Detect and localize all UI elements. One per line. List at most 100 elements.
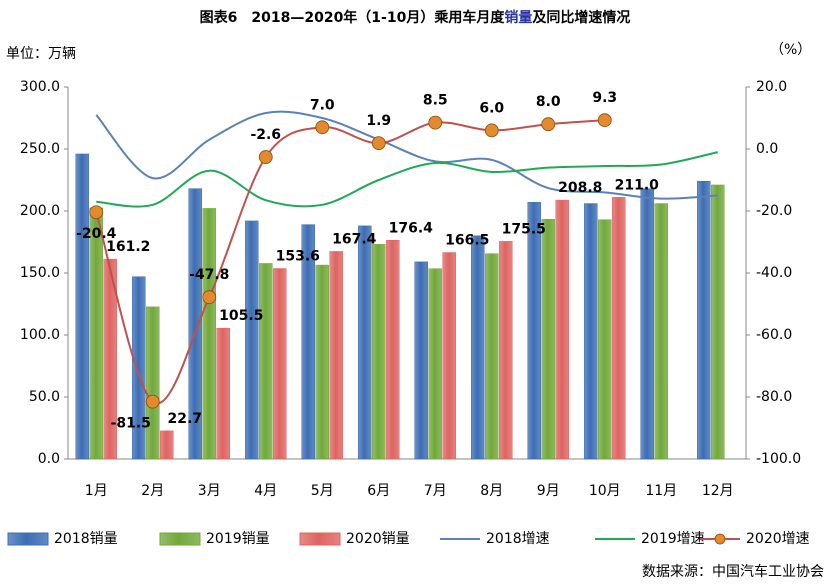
line-value-label: 1.9	[366, 113, 391, 129]
y2-tick-label: -100.0	[756, 451, 801, 467]
marker	[202, 290, 217, 305]
bar	[358, 225, 372, 460]
bar	[541, 219, 555, 460]
marker	[484, 123, 499, 138]
line-value-label: 7.0	[310, 97, 335, 113]
bar-value-label: 208.8	[558, 180, 602, 196]
bar	[654, 203, 668, 460]
bar	[612, 197, 626, 460]
x-tick-label: 1月	[85, 483, 108, 499]
bar	[386, 240, 400, 460]
x-tick-label: 7月	[424, 483, 447, 499]
y2-tick-label: 20.0	[756, 79, 787, 95]
bar	[555, 199, 569, 460]
x-tick-label: 11月	[645, 483, 677, 499]
x-tick-label: 10月	[589, 483, 621, 499]
x-tick-label: 8月	[480, 483, 503, 499]
bar	[485, 253, 499, 460]
bar-value-label: 22.7	[167, 411, 202, 427]
y2-tick-label: 0.0	[756, 141, 778, 157]
bar	[216, 327, 230, 460]
x-tick-label: 5月	[311, 483, 334, 499]
bar-value-label: 211.0	[615, 177, 660, 193]
bar	[499, 241, 513, 460]
x-tick-label: 12月	[702, 483, 734, 499]
y-tick-label: 150.0	[20, 265, 60, 281]
bar	[640, 188, 654, 460]
y-axis-label: 单位：万辆	[6, 46, 76, 62]
bar	[202, 208, 216, 460]
legend-marker	[714, 533, 726, 545]
x-tick-label: 4月	[254, 483, 277, 499]
line-value-label: 6.0	[479, 100, 504, 116]
marker	[597, 113, 612, 128]
marker	[315, 120, 330, 135]
legend-swatch	[299, 532, 341, 546]
x-tick-label: 6月	[367, 483, 390, 499]
bar	[442, 252, 456, 460]
line-value-label: 8.0	[536, 94, 561, 110]
x-tick-label: 2月	[141, 483, 164, 499]
bar	[301, 224, 315, 460]
x-tick-label: 9月	[537, 483, 560, 499]
x-tick-label: 3月	[198, 483, 221, 499]
line-value-label: -20.4	[76, 226, 117, 242]
y2-tick-label: -20.0	[756, 203, 792, 219]
bar	[132, 276, 146, 460]
line-value-label: 8.5	[423, 93, 448, 109]
bar	[372, 244, 386, 460]
y2-tick-label: -80.0	[756, 389, 792, 405]
line	[95, 110, 718, 200]
legend-label: 2018销量	[54, 531, 118, 547]
marker	[541, 117, 556, 132]
y2-axis-label: （%）	[770, 42, 811, 58]
bar	[103, 258, 117, 460]
bar-value-label: 175.5	[502, 221, 546, 237]
y-tick-label: 300.0	[20, 79, 60, 95]
y2-tick-label: -60.0	[756, 327, 792, 343]
title-part: 图表6 2018—2020年（1-10月）乘用车月度	[200, 9, 506, 26]
bar	[711, 184, 725, 460]
bar	[414, 261, 428, 460]
bar	[188, 188, 202, 460]
bar	[89, 207, 103, 460]
title-part: 及同比增速情况	[532, 9, 630, 26]
legend-label: 2019销量	[206, 531, 270, 547]
bar	[273, 268, 287, 460]
y-tick-label: 100.0	[20, 327, 60, 343]
y-tick-label: 0.0	[38, 451, 60, 467]
y-tick-label: 50.0	[29, 389, 60, 405]
bar	[146, 306, 160, 460]
bar	[598, 219, 612, 460]
bar	[527, 202, 541, 460]
bar	[75, 153, 89, 460]
legend-swatch	[159, 532, 201, 546]
title-part: 销量	[504, 9, 532, 26]
bar	[160, 430, 174, 460]
bar	[245, 220, 259, 460]
bar-value-label: 105.5	[219, 308, 263, 324]
line-value-label: -81.5	[111, 416, 151, 432]
bar	[315, 264, 329, 460]
bar-value-label: 161.2	[106, 239, 150, 255]
marker	[89, 205, 104, 220]
bar	[259, 263, 273, 460]
legend-label: 2019增速	[641, 531, 705, 547]
bar	[697, 180, 711, 460]
chart-title: 图表6 2018—2020年（1-10月）乘用车月度销量及同比增速情况	[200, 9, 631, 26]
bar-value-label: 166.5	[445, 233, 489, 249]
bar	[471, 235, 485, 460]
y-tick-label: 250.0	[20, 141, 60, 157]
bar-value-label: 176.4	[389, 220, 434, 236]
y2-tick-label: -40.0	[756, 265, 792, 281]
bar	[428, 268, 442, 460]
legend-swatch	[7, 532, 49, 546]
line	[96, 151, 718, 208]
marker	[145, 394, 160, 409]
bar-value-label: 153.6	[276, 249, 320, 265]
legend-label: 2018增速	[486, 531, 550, 547]
bar	[329, 251, 343, 460]
line-value-label: -47.8	[189, 267, 229, 283]
legend-label: 2020销量	[346, 531, 410, 547]
